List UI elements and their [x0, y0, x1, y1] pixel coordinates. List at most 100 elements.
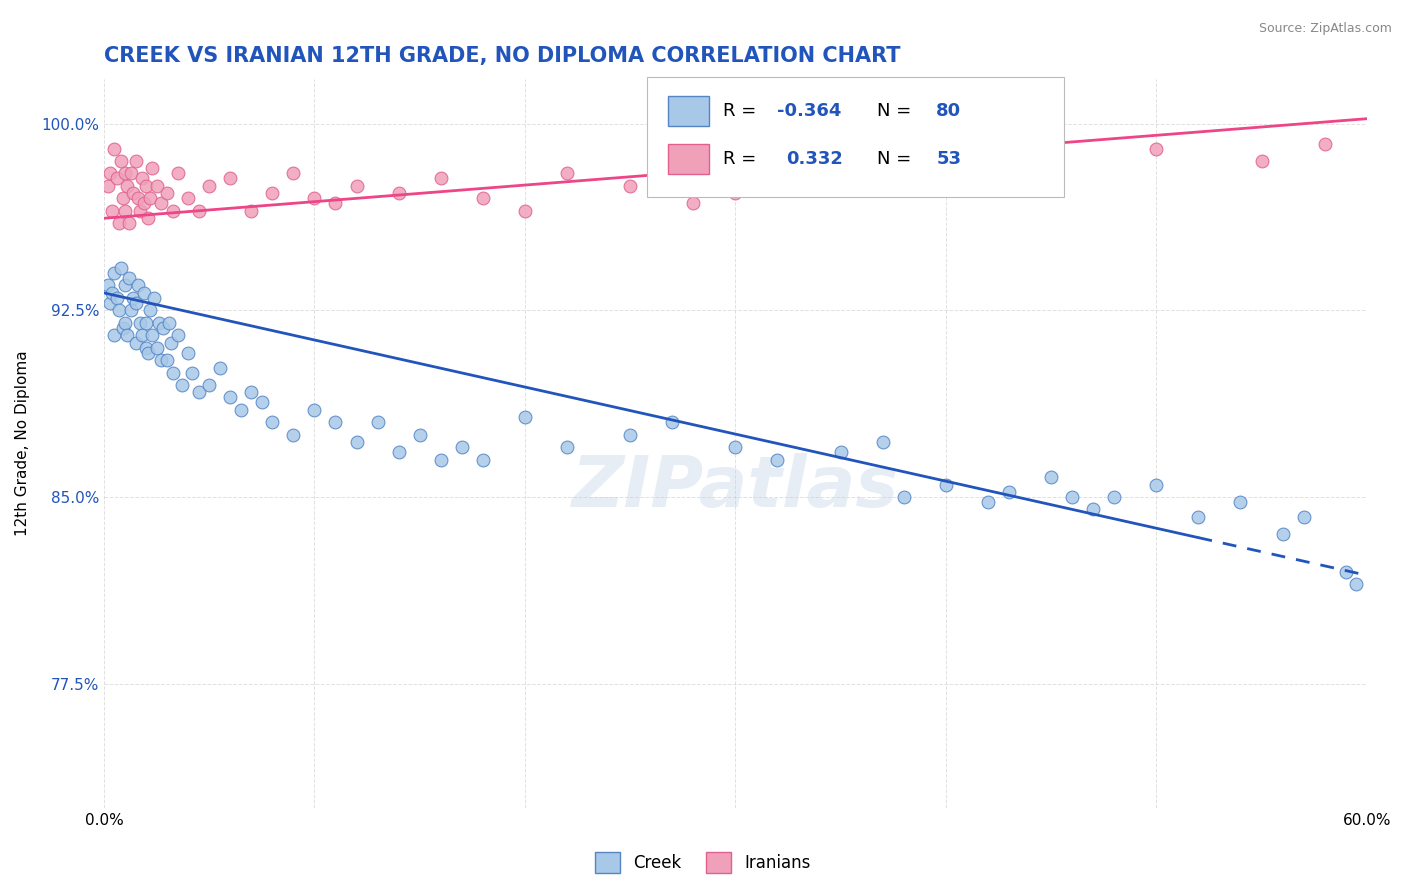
- Point: [135, 178, 157, 193]
- Text: 53: 53: [936, 150, 962, 168]
- Point: [619, 178, 641, 193]
- Point: [1187, 509, 1209, 524]
- Point: [103, 266, 125, 280]
- Point: [107, 303, 129, 318]
- Point: [120, 166, 142, 180]
- Point: [325, 196, 347, 211]
- Point: [149, 353, 172, 368]
- Point: [105, 171, 128, 186]
- Point: [250, 395, 273, 409]
- Point: [101, 203, 124, 218]
- Text: R =: R =: [723, 150, 762, 168]
- Point: [131, 171, 153, 186]
- Bar: [668, 144, 709, 175]
- Point: [977, 495, 1000, 509]
- Point: [1040, 470, 1063, 484]
- Point: [131, 328, 153, 343]
- Point: [148, 316, 170, 330]
- Point: [283, 427, 305, 442]
- Point: [429, 452, 451, 467]
- Point: [1040, 161, 1063, 176]
- Point: [1062, 490, 1084, 504]
- Point: [619, 427, 641, 442]
- Point: [152, 320, 174, 334]
- Point: [283, 166, 305, 180]
- Point: [141, 328, 163, 343]
- Text: 80: 80: [936, 102, 962, 120]
- Text: -0.364: -0.364: [778, 102, 841, 120]
- Point: [450, 440, 472, 454]
- Point: [136, 345, 159, 359]
- Text: N =: N =: [877, 150, 911, 168]
- Point: [103, 142, 125, 156]
- Point: [127, 191, 149, 205]
- Point: [661, 415, 683, 429]
- Point: [114, 278, 136, 293]
- Point: [325, 415, 347, 429]
- Text: N =: N =: [877, 102, 911, 120]
- Point: [105, 291, 128, 305]
- Point: [1081, 502, 1104, 516]
- Point: [97, 278, 120, 293]
- Point: [145, 341, 167, 355]
- Text: 0.332: 0.332: [786, 150, 842, 168]
- Y-axis label: 12th Grade, No Diploma: 12th Grade, No Diploma: [15, 351, 30, 536]
- Point: [101, 285, 124, 300]
- Point: [304, 403, 326, 417]
- Point: [935, 171, 957, 186]
- Point: [1144, 477, 1167, 491]
- Point: [177, 345, 200, 359]
- Point: [149, 196, 172, 211]
- Point: [766, 452, 789, 467]
- Point: [198, 378, 221, 392]
- Point: [893, 490, 915, 504]
- Point: [513, 410, 536, 425]
- Point: [124, 335, 146, 350]
- Point: [219, 391, 242, 405]
- Point: [156, 186, 179, 201]
- Point: [408, 427, 430, 442]
- Point: [181, 366, 204, 380]
- Point: [118, 271, 141, 285]
- Point: [198, 178, 221, 193]
- Point: [471, 452, 494, 467]
- Point: [682, 196, 704, 211]
- Point: [555, 166, 578, 180]
- Text: R =: R =: [723, 102, 762, 120]
- Point: [132, 285, 155, 300]
- Point: [830, 154, 852, 169]
- Point: [187, 203, 209, 218]
- Point: [128, 316, 150, 330]
- Point: [170, 378, 193, 392]
- Point: [229, 403, 252, 417]
- Point: [127, 278, 149, 293]
- Point: [1346, 577, 1368, 591]
- Point: [1334, 565, 1357, 579]
- Point: [141, 161, 163, 176]
- Text: CREEK VS IRANIAN 12TH GRADE, NO DIPLOMA CORRELATION CHART: CREEK VS IRANIAN 12TH GRADE, NO DIPLOMA …: [104, 46, 900, 66]
- Point: [555, 440, 578, 454]
- Point: [177, 191, 200, 205]
- Point: [160, 335, 183, 350]
- Point: [998, 485, 1021, 500]
- Point: [156, 353, 179, 368]
- Point: [388, 186, 411, 201]
- Point: [1313, 136, 1336, 151]
- Point: [145, 178, 167, 193]
- Point: [787, 178, 810, 193]
- Point: [830, 445, 852, 459]
- Point: [120, 303, 142, 318]
- Point: [98, 166, 121, 180]
- Point: [513, 203, 536, 218]
- Legend: Creek, Iranians: Creek, Iranians: [588, 846, 818, 880]
- Point: [114, 316, 136, 330]
- Point: [1292, 509, 1315, 524]
- Point: [114, 166, 136, 180]
- Point: [139, 303, 162, 318]
- Point: [111, 320, 134, 334]
- Point: [471, 191, 494, 205]
- Point: [367, 415, 389, 429]
- Point: [110, 260, 132, 275]
- Point: [240, 203, 263, 218]
- Point: [162, 366, 184, 380]
